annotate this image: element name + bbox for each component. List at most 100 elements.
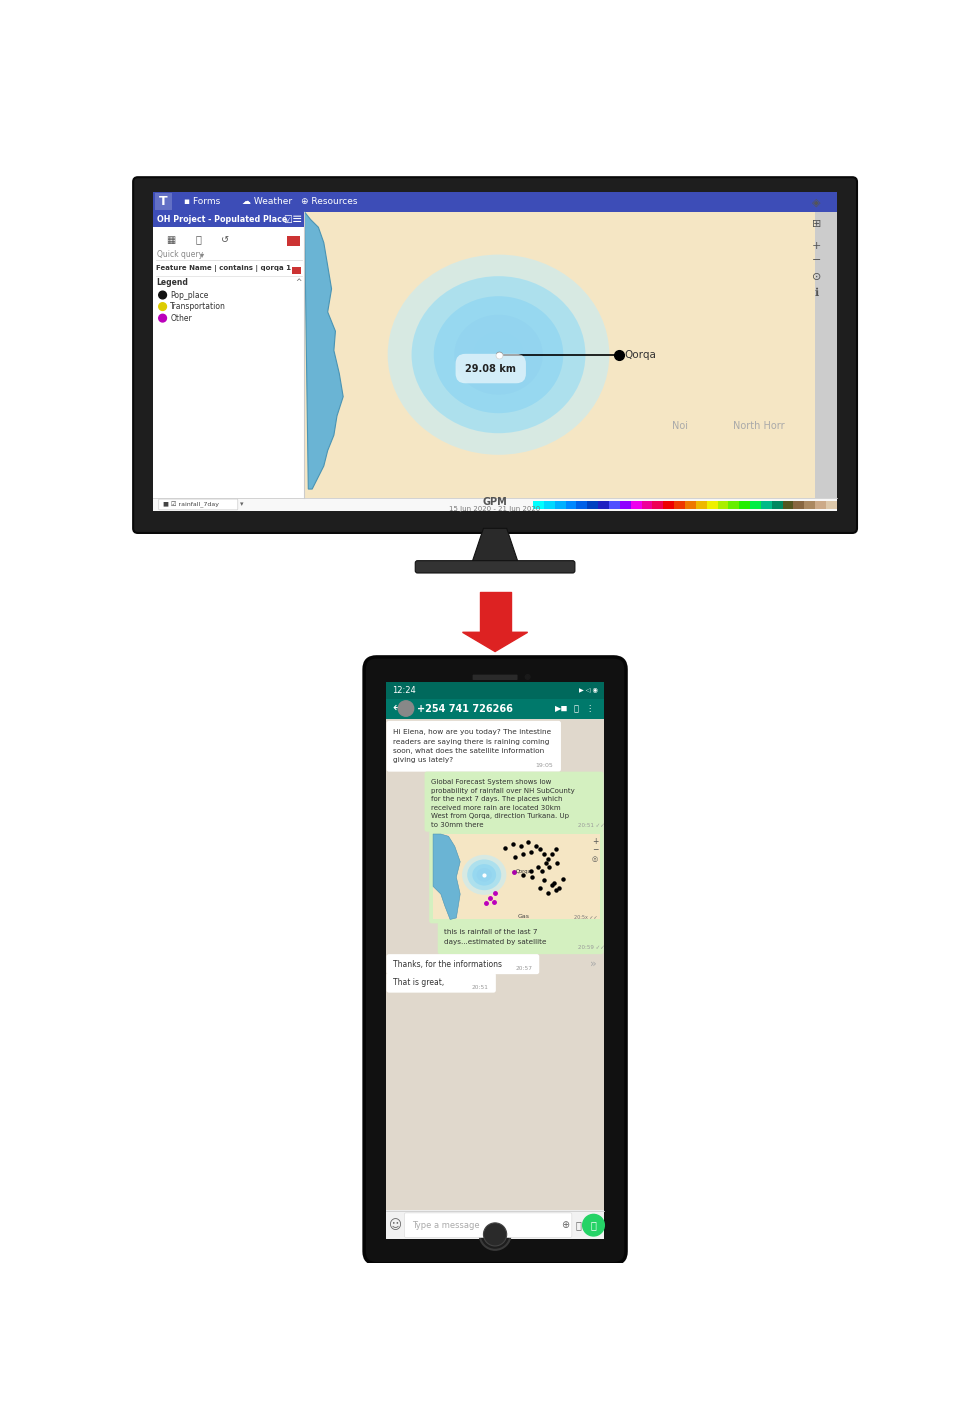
Bar xyxy=(718,501,728,509)
Text: +: + xyxy=(812,241,821,251)
Bar xyxy=(750,501,761,509)
Text: OH Project - Populated Place: OH Project - Populated Place xyxy=(157,216,288,224)
Bar xyxy=(761,501,772,509)
Bar xyxy=(566,501,577,509)
Circle shape xyxy=(158,291,166,299)
Bar xyxy=(292,267,301,274)
Text: 📷: 📷 xyxy=(575,1220,581,1230)
Text: +254 741 726266: +254 741 726266 xyxy=(416,704,513,714)
Text: ↺: ↺ xyxy=(221,234,230,244)
Text: ☺: ☺ xyxy=(389,1219,403,1232)
Circle shape xyxy=(158,302,166,311)
Text: Other: Other xyxy=(170,314,192,322)
Ellipse shape xyxy=(462,854,506,895)
Ellipse shape xyxy=(412,277,585,433)
Bar xyxy=(782,501,793,509)
Text: 19:05: 19:05 xyxy=(535,763,554,768)
Bar xyxy=(554,501,566,509)
Text: ◈: ◈ xyxy=(812,197,821,207)
Bar xyxy=(609,501,620,509)
Text: 🔍: 🔍 xyxy=(195,234,201,244)
Bar xyxy=(664,501,674,509)
Ellipse shape xyxy=(468,860,501,890)
Text: giving us lately?: giving us lately? xyxy=(393,758,453,763)
Ellipse shape xyxy=(434,297,563,413)
Text: Thanks, for the informations: Thanks, for the informations xyxy=(393,959,501,969)
Ellipse shape xyxy=(483,873,486,877)
Bar xyxy=(385,681,605,698)
Bar xyxy=(154,498,837,511)
Text: 15 Jun 2020 - 21 Jun 2020: 15 Jun 2020 - 21 Jun 2020 xyxy=(449,507,541,512)
Circle shape xyxy=(158,314,166,322)
Text: 12:24: 12:24 xyxy=(392,685,415,694)
Text: soon, what does the satellite information: soon, what does the satellite informatio… xyxy=(393,748,544,753)
Text: Feature Name | contains | qorqa 1: Feature Name | contains | qorqa 1 xyxy=(156,265,292,272)
Bar xyxy=(685,501,696,509)
Circle shape xyxy=(582,1215,605,1236)
Ellipse shape xyxy=(476,868,492,881)
Text: 20:51 ✓✓: 20:51 ✓✓ xyxy=(578,823,605,829)
Text: received more rain are located 30km: received more rain are located 30km xyxy=(431,805,560,810)
Text: ≡: ≡ xyxy=(292,213,302,226)
Bar xyxy=(815,501,826,509)
Text: ▶ ◁ ◉: ▶ ◁ ◉ xyxy=(580,688,598,692)
FancyBboxPatch shape xyxy=(386,972,496,993)
Bar xyxy=(577,501,587,509)
Text: ▾: ▾ xyxy=(200,251,204,260)
Bar xyxy=(154,192,837,511)
Text: this is rainfall of the last 7: this is rainfall of the last 7 xyxy=(444,929,537,935)
Bar xyxy=(620,501,631,509)
Circle shape xyxy=(398,701,413,717)
Text: ⊕ Resources: ⊕ Resources xyxy=(300,197,357,206)
Text: ^: ^ xyxy=(296,278,301,287)
Text: 20:51: 20:51 xyxy=(471,985,489,989)
Bar xyxy=(674,501,685,509)
Bar xyxy=(772,501,782,509)
Ellipse shape xyxy=(387,254,610,455)
Bar xyxy=(154,192,837,211)
Bar xyxy=(433,834,600,920)
Text: T: T xyxy=(159,196,168,209)
FancyBboxPatch shape xyxy=(364,657,626,1264)
Bar xyxy=(155,193,172,210)
FancyBboxPatch shape xyxy=(415,561,575,573)
Text: +: + xyxy=(592,837,598,846)
Text: That is great,: That is great, xyxy=(393,978,444,988)
Text: −: − xyxy=(812,254,821,264)
Bar xyxy=(805,501,815,509)
Text: readers are saying there is raining coming: readers are saying there is raining comi… xyxy=(393,739,549,745)
Bar xyxy=(739,501,750,509)
Text: ■ ☑ rainfall_7day: ■ ☑ rainfall_7day xyxy=(162,501,218,508)
Text: »: » xyxy=(590,959,597,969)
Text: 🎤: 🎤 xyxy=(590,1220,596,1230)
Bar xyxy=(385,718,605,1210)
FancyBboxPatch shape xyxy=(429,830,604,924)
Text: ▶◼: ▶◼ xyxy=(555,704,568,712)
FancyBboxPatch shape xyxy=(133,177,857,534)
Text: 29.08 km: 29.08 km xyxy=(466,363,516,373)
Text: Qorqa: Qorqa xyxy=(516,870,532,874)
Polygon shape xyxy=(433,834,460,920)
Text: ←: ← xyxy=(392,702,403,715)
Text: Type a message: Type a message xyxy=(412,1220,480,1230)
Text: Quick query: Quick query xyxy=(157,251,203,260)
Bar xyxy=(631,501,641,509)
Text: ▾: ▾ xyxy=(241,501,243,508)
FancyBboxPatch shape xyxy=(424,772,604,832)
Bar xyxy=(385,698,605,718)
Bar xyxy=(652,501,664,509)
Text: Hi Elena, how are you today? The intestine: Hi Elena, how are you today? The intesti… xyxy=(393,729,551,735)
Text: probability of rainfall over NH SubCounty: probability of rainfall over NH SubCount… xyxy=(431,788,575,793)
Text: Pop_place: Pop_place xyxy=(170,291,209,299)
Text: Noi: Noi xyxy=(672,421,688,431)
Text: ⊕: ⊕ xyxy=(561,1220,570,1230)
Text: ▦: ▦ xyxy=(166,234,176,244)
Text: 20:5x ✓✓: 20:5x ✓✓ xyxy=(574,915,597,920)
Text: ⋮: ⋮ xyxy=(585,704,594,712)
Bar xyxy=(826,501,837,509)
FancyBboxPatch shape xyxy=(386,954,539,975)
Ellipse shape xyxy=(454,315,543,394)
Text: ▪ Forms: ▪ Forms xyxy=(185,197,220,206)
Text: 20:59 ✓✓: 20:59 ✓✓ xyxy=(578,945,605,951)
Bar xyxy=(728,501,739,509)
